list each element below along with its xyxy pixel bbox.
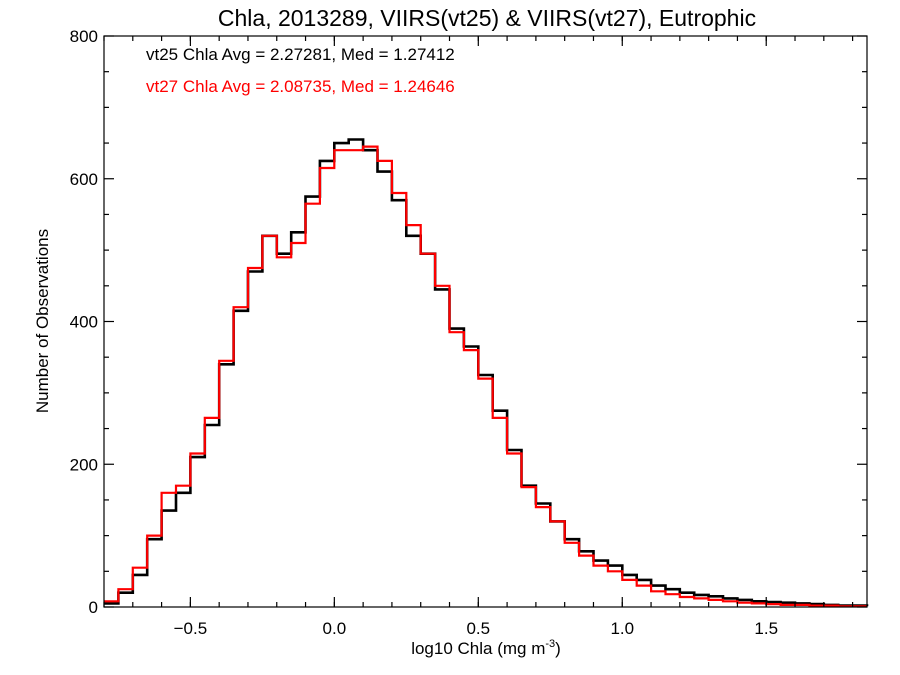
x-tick-label: 0.0 — [323, 619, 347, 638]
plot-frame — [103, 35, 868, 608]
series-layer — [104, 138, 869, 608]
annotation-vt25: vt25 Chla Avg = 2.27281, Med = 1.27412 — [146, 45, 455, 64]
y-axis-label: Number of Observations — [33, 229, 52, 413]
y-tick-label: 600 — [70, 170, 98, 189]
annotation-vt27: vt27 Chla Avg = 2.08735, Med = 1.24646 — [146, 77, 455, 96]
x-axis-label: log10 Chla (mg m-3) — [411, 638, 561, 658]
ticks-layer: −0.5 0.0 0.5 1.0 1.5 0 200 400 600 800 — [70, 27, 867, 638]
x-tick-label: −0.5 — [174, 619, 208, 638]
y-tick-label: 200 — [70, 455, 98, 474]
y-tick-label: 0 — [89, 598, 98, 617]
x-tick-label: 0.5 — [466, 619, 490, 638]
x-tick-label: 1.5 — [754, 619, 778, 638]
x-tick-label: 1.0 — [610, 619, 634, 638]
x-axis-label-end: ) — [555, 639, 561, 658]
x-axis-label-superscript: -3 — [545, 638, 555, 650]
chart-title: Chla, 2013289, VIIRS(vt25) & VIIRS(vt27)… — [218, 5, 756, 31]
y-tick-label: 400 — [70, 313, 98, 332]
x-axis-label-main: log10 Chla (mg m — [411, 639, 545, 658]
y-tick-label: 800 — [70, 27, 98, 46]
series-line-vt27 — [104, 145, 867, 608]
